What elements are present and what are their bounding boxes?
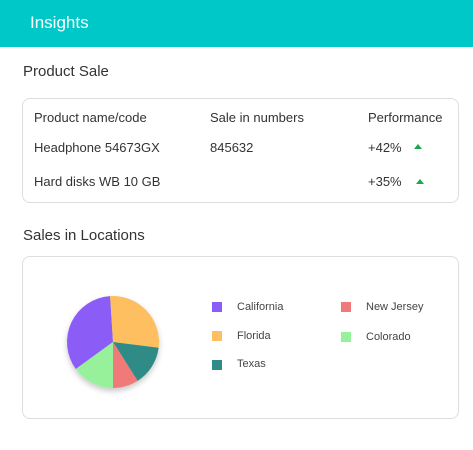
pie-slice-texas — [113, 342, 159, 381]
legend-label: Colorado — [366, 331, 411, 343]
product-name: Hard disks WB 10 GB — [34, 174, 161, 189]
legend-label: California — [237, 301, 284, 313]
legend-swatch — [341, 332, 351, 342]
sales-locations-card: California Florida Texas New Jersey Colo… — [22, 256, 459, 419]
product-sale-card: Product name/code Sale in numbers Perfor… — [22, 98, 459, 203]
column-header-performance: Performance — [368, 110, 443, 125]
product-sales: 845632 — [210, 140, 254, 155]
trend-up-icon — [416, 179, 424, 184]
app-header: Insights — [0, 0, 473, 47]
pie-slice-florida — [110, 295, 160, 348]
sales-pie-chart — [67, 295, 160, 388]
legend-swatch — [212, 331, 222, 341]
product-sale-title: Product Sale — [23, 63, 109, 80]
page-title: Insights — [30, 13, 89, 32]
trend-up-icon — [414, 144, 422, 149]
column-header-sales: Sale in numbers — [210, 110, 304, 125]
pie-slice-california — [67, 296, 113, 370]
product-performance: +35% — [368, 174, 402, 189]
legend-swatch — [212, 302, 222, 312]
pie-slice-colorado — [75, 342, 113, 388]
pie-slice-new-jersey — [113, 342, 138, 388]
legend-label: Florida — [237, 330, 271, 342]
legend-swatch — [212, 360, 222, 370]
product-name: Headphone 54673GX — [34, 140, 160, 155]
legend-label: New Jersey — [366, 301, 424, 313]
column-header-product: Product name/code — [34, 110, 147, 125]
legend-label: Texas — [237, 358, 266, 370]
sales-locations-title: Sales in Locations — [23, 227, 145, 244]
legend-swatch — [341, 302, 351, 312]
product-performance: +42% — [368, 140, 402, 155]
